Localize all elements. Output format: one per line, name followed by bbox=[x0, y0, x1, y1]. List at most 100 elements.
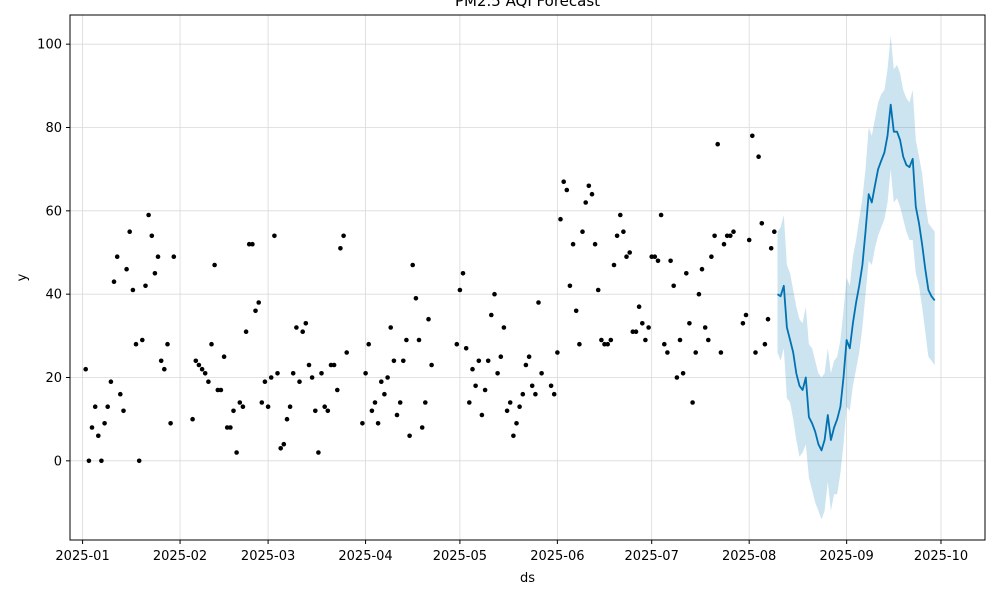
observed-point bbox=[259, 400, 265, 405]
observed-point bbox=[379, 379, 384, 385]
observed-point bbox=[155, 254, 161, 259]
observed-point bbox=[231, 408, 236, 414]
observed-point bbox=[410, 262, 416, 268]
observed-point bbox=[476, 358, 482, 364]
observed-point bbox=[168, 421, 173, 426]
observed-point bbox=[133, 341, 139, 347]
observed-point bbox=[382, 391, 387, 397]
observed-point bbox=[539, 371, 544, 376]
observed-point bbox=[577, 341, 582, 347]
observed-point bbox=[341, 233, 346, 239]
observed-point bbox=[485, 358, 491, 364]
observed-point bbox=[690, 400, 695, 405]
observed-point bbox=[372, 400, 378, 405]
observed-point bbox=[548, 383, 554, 389]
observed-point bbox=[514, 421, 519, 426]
observed-point bbox=[746, 237, 752, 243]
observed-point bbox=[743, 312, 749, 318]
observed-point bbox=[426, 316, 431, 322]
observed-point bbox=[561, 179, 566, 184]
observed-point bbox=[602, 341, 607, 347]
observed-point bbox=[394, 412, 400, 418]
observed-point bbox=[674, 375, 680, 380]
observed-point bbox=[655, 258, 661, 264]
observed-point bbox=[228, 425, 233, 430]
observed-point bbox=[407, 433, 412, 439]
observed-point bbox=[643, 337, 648, 343]
observed-point bbox=[520, 391, 526, 397]
observed-point bbox=[89, 425, 95, 430]
observed-point bbox=[287, 404, 293, 410]
observed-point bbox=[419, 425, 425, 430]
plot-frame bbox=[69, 14, 986, 541]
observed-point bbox=[83, 366, 88, 372]
observed-point bbox=[640, 321, 645, 326]
observed-point bbox=[633, 329, 639, 335]
observed-point bbox=[253, 308, 258, 314]
observed-point bbox=[130, 287, 136, 293]
observed-point bbox=[416, 337, 422, 343]
observed-point bbox=[281, 441, 287, 447]
observed-point bbox=[517, 404, 522, 410]
observed-point bbox=[335, 387, 340, 393]
observed-point bbox=[712, 233, 717, 239]
uncertainty-band bbox=[777, 35, 935, 520]
observed-points-layer bbox=[83, 133, 777, 464]
observed-point bbox=[646, 325, 651, 330]
observed-point bbox=[492, 291, 497, 297]
observed-point bbox=[573, 308, 579, 314]
observed-point bbox=[363, 371, 368, 376]
observed-point bbox=[618, 212, 623, 218]
observed-point bbox=[278, 446, 284, 451]
observed-point bbox=[671, 283, 676, 289]
observed-point bbox=[498, 354, 504, 360]
observed-point bbox=[319, 371, 324, 376]
observed-point bbox=[753, 350, 758, 355]
ticks: 2025-01 2025-02 2025-03 2025-04 2025-05 2025-… bbox=[37, 38, 968, 564]
x-tick-label: 2025-09 bbox=[819, 549, 873, 564]
observed-point bbox=[709, 254, 714, 259]
observed-point bbox=[190, 416, 195, 422]
y-axis-label: y bbox=[15, 273, 30, 281]
y-tick-label: 20 bbox=[45, 371, 62, 386]
observed-point bbox=[611, 262, 617, 268]
observed-point bbox=[479, 412, 485, 418]
x-tick-label: 2025-04 bbox=[338, 549, 392, 564]
observed-point bbox=[599, 337, 604, 343]
grid bbox=[70, 15, 985, 540]
observed-point bbox=[243, 329, 249, 335]
observed-point bbox=[668, 258, 673, 264]
observed-point bbox=[693, 350, 698, 355]
observed-point bbox=[702, 325, 708, 330]
observed-point bbox=[221, 354, 227, 360]
observed-point bbox=[127, 229, 132, 234]
observed-point bbox=[665, 350, 670, 355]
observed-point bbox=[608, 337, 614, 343]
observed-point bbox=[740, 321, 746, 326]
x-axis-label: ds bbox=[520, 571, 535, 586]
observed-point bbox=[366, 341, 372, 347]
observed-point bbox=[108, 379, 114, 385]
observed-point bbox=[121, 408, 126, 414]
observed-point bbox=[297, 379, 302, 385]
observed-point bbox=[136, 458, 142, 464]
observed-point bbox=[404, 337, 409, 343]
observed-point bbox=[92, 404, 98, 410]
observed-point bbox=[152, 271, 158, 276]
observed-point bbox=[699, 266, 705, 272]
observed-point bbox=[627, 250, 632, 255]
observed-point bbox=[684, 271, 689, 276]
observed-point bbox=[218, 387, 224, 393]
observed-point bbox=[272, 233, 277, 239]
observed-point bbox=[171, 254, 177, 259]
observed-point bbox=[300, 329, 306, 335]
observed-point bbox=[614, 233, 620, 239]
observed-point bbox=[401, 358, 406, 364]
observed-point bbox=[196, 362, 202, 368]
observed-point bbox=[567, 283, 573, 289]
observed-point bbox=[621, 229, 626, 234]
y-tick-label: 60 bbox=[45, 204, 62, 219]
observed-point bbox=[470, 366, 475, 372]
forecast-line bbox=[776, 103, 936, 452]
observed-point bbox=[96, 433, 101, 439]
